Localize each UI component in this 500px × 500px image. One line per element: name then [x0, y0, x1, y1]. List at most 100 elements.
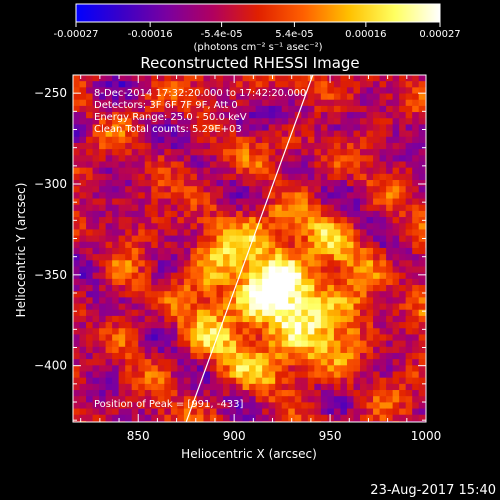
heatmap-cell	[216, 112, 224, 119]
heatmap-cell	[353, 359, 361, 366]
heatmap-cell	[203, 427, 210, 434]
heatmap-cell	[373, 260, 381, 267]
heatmap-cell	[229, 229, 237, 237]
heatmap-cell	[346, 328, 354, 335]
heatmap-cell	[353, 427, 360, 434]
heatmap-cell	[190, 414, 198, 422]
heatmap-cell	[203, 235, 211, 243]
heatmap-cell	[412, 99, 420, 107]
heatmap-cell	[157, 210, 165, 218]
heatmap-cell	[405, 315, 413, 323]
heatmap-cell	[203, 260, 211, 267]
heatmap-cell	[412, 285, 420, 292]
heatmap-cell	[138, 124, 146, 132]
heatmap-cell	[216, 340, 224, 348]
heatmap-cell	[399, 99, 407, 107]
heatmap-cell	[386, 204, 394, 212]
heatmap-cell	[86, 235, 94, 243]
heatmap-cell	[262, 105, 270, 113]
heatmap-cell	[105, 359, 113, 366]
heatmap-cell	[151, 260, 159, 267]
heatmap-cell	[366, 204, 374, 212]
heatmap-cell	[307, 217, 315, 224]
heatmap-cell	[216, 173, 224, 181]
heatmap-cell	[170, 136, 178, 144]
heatmap-cell	[183, 204, 191, 212]
heatmap-cell	[268, 390, 276, 397]
heatmap-cell	[288, 186, 296, 193]
heatmap-cell	[177, 99, 185, 107]
heatmap-cell	[301, 390, 309, 397]
heatmap-cell	[177, 124, 185, 132]
heatmap-cell	[386, 130, 394, 138]
heatmap-cell	[255, 254, 263, 261]
heatmap-cell	[112, 427, 119, 434]
heatmap-cell	[418, 180, 426, 187]
heatmap-cell	[386, 315, 394, 323]
heatmap-cell	[314, 377, 322, 385]
heatmap-cell	[366, 87, 374, 95]
heatmap-cell	[412, 223, 420, 230]
heatmap-cell	[118, 223, 126, 230]
heatmap-cell	[99, 346, 107, 354]
heatmap-cell	[327, 124, 335, 132]
heatmap-cell	[216, 328, 224, 335]
heatmap-cell	[196, 93, 204, 101]
heatmap-cell	[255, 383, 263, 391]
heatmap-cell	[262, 371, 270, 379]
heatmap-cell	[307, 402, 315, 410]
heatmap-cell	[366, 124, 374, 132]
heatmap-cell	[99, 167, 107, 175]
heatmap-cell	[340, 155, 348, 162]
heatmap-cell	[418, 149, 426, 156]
heatmap-cell	[307, 278, 315, 286]
heatmap-cell	[418, 309, 426, 317]
heatmap-cell	[307, 81, 315, 88]
heatmap-cell	[112, 266, 120, 274]
heatmap-cell	[353, 93, 361, 101]
heatmap-cell	[268, 285, 276, 292]
heatmap-cell	[327, 247, 335, 255]
heatmap-cell	[307, 192, 315, 200]
heatmap-cell	[151, 402, 159, 410]
heatmap-cell	[177, 235, 185, 243]
heatmap-cell	[294, 155, 302, 162]
heatmap-cell	[262, 81, 270, 88]
heatmap-cell	[151, 371, 159, 379]
heatmap-cell	[249, 315, 257, 323]
heatmap-cell	[432, 192, 439, 199]
heatmap-cell	[183, 365, 191, 372]
heatmap-cell	[183, 322, 191, 329]
heatmap-cell	[301, 315, 309, 323]
heatmap-cell	[99, 285, 107, 292]
heatmap-cell	[307, 105, 315, 113]
heatmap-cell	[209, 93, 217, 101]
colorbar-tick-label: 5.4e-05	[275, 29, 313, 40]
heatmap-cell	[301, 142, 309, 150]
heatmap-cell	[418, 414, 426, 422]
heatmap-cell	[79, 414, 87, 422]
heatmap-cell	[131, 315, 139, 323]
colorbar	[75, 3, 441, 23]
heatmap-cell	[223, 377, 231, 385]
heatmap-cell	[418, 173, 426, 181]
heatmap-cell	[333, 303, 341, 311]
heatmap-cell	[203, 112, 211, 119]
heatmap-cell	[412, 229, 420, 237]
heatmap-cell	[138, 186, 146, 193]
heatmap-cell	[118, 247, 126, 255]
heatmap-cell	[249, 272, 257, 280]
heatmap-cell	[275, 285, 283, 292]
heatmap-cell	[216, 241, 224, 249]
heatmap-cell	[307, 186, 315, 193]
heatmap-cell	[203, 223, 211, 230]
heatmap-cell	[320, 142, 328, 150]
heatmap-cell	[392, 161, 400, 169]
heatmap-cell	[373, 130, 381, 138]
heatmap-cell	[353, 142, 361, 150]
heatmap-cell	[144, 136, 152, 144]
heatmap-cell	[340, 186, 348, 193]
heatmap-cell	[236, 186, 244, 193]
heatmap-cell	[379, 291, 387, 298]
heatmap-cell	[314, 322, 322, 329]
